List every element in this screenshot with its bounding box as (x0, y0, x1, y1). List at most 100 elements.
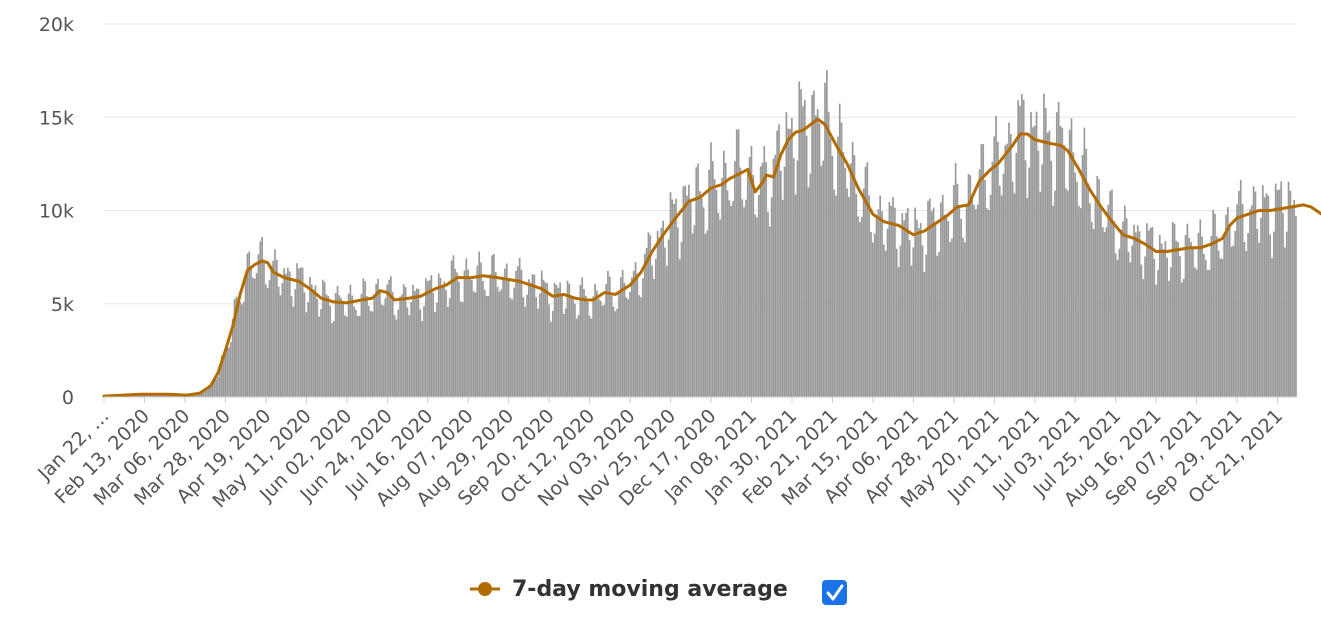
daily-bar (1089, 203, 1091, 397)
daily-bar (450, 260, 453, 397)
daily-bar (1070, 118, 1073, 397)
daily-bar (1044, 108, 1047, 398)
daily-bar (1212, 210, 1214, 397)
daily-bar (1227, 207, 1229, 397)
daily-bar (601, 305, 604, 397)
daily-bar (351, 295, 354, 397)
daily-bar (991, 161, 994, 397)
daily-bar (669, 192, 672, 397)
daily-bar (848, 196, 850, 397)
daily-bar (561, 295, 563, 397)
daily-bar (204, 390, 206, 397)
daily-bar (936, 255, 939, 397)
daily-bar (1101, 227, 1104, 397)
daily-bar (941, 194, 944, 397)
daily-bar (822, 160, 825, 397)
daily-bar (511, 299, 514, 397)
daily-bar (402, 284, 405, 397)
daily-bar (605, 284, 607, 397)
daily-bar (772, 158, 775, 397)
daily-bar (872, 242, 874, 397)
daily-bar (594, 283, 596, 397)
daily-bar (217, 376, 219, 397)
daily-bar (1278, 189, 1281, 397)
daily-bar (426, 281, 429, 397)
daily-bar (585, 295, 587, 397)
daily-bar (1129, 262, 1132, 397)
daily-bar (480, 262, 482, 397)
daily-bar (207, 385, 210, 397)
daily-bar (1261, 185, 1264, 397)
daily-bar (1153, 258, 1156, 397)
daily-bar (279, 295, 282, 397)
daily-bar (264, 284, 267, 397)
daily-bar (691, 233, 694, 397)
daily-bar (787, 128, 790, 397)
daily-bar (634, 261, 637, 397)
daily-bar (1030, 111, 1032, 397)
daily-bar (1175, 240, 1178, 397)
daily-bar (717, 212, 720, 397)
daily-bar (638, 295, 641, 397)
daily-bar (1166, 257, 1169, 397)
daily-bar (248, 251, 251, 397)
daily-bar (643, 254, 646, 397)
daily-bar (653, 278, 655, 397)
daily-bar (397, 309, 400, 397)
daily-bar (986, 208, 988, 397)
legend-label[interactable]: 7-day moving average (512, 577, 788, 602)
legend-checkbox[interactable] (822, 580, 847, 605)
daily-bar (1155, 284, 1157, 397)
daily-bar (1116, 260, 1119, 397)
moving-average-line-group (102, 117, 1321, 398)
daily-bar (202, 392, 205, 397)
daily-bar (230, 341, 232, 397)
daily-bar (583, 289, 585, 397)
daily-bar (780, 170, 782, 397)
daily-bar (550, 321, 552, 397)
daily-bar (443, 281, 446, 397)
daily-bar (412, 284, 414, 397)
daily-bar (344, 315, 346, 397)
daily-bar (956, 183, 959, 397)
daily-bar (923, 272, 926, 397)
daily-bar (857, 216, 859, 397)
daily-bar (1276, 190, 1279, 397)
daily-bar (439, 277, 442, 397)
daily-bar (553, 282, 556, 397)
daily-bar (395, 319, 398, 397)
daily-bar (1059, 125, 1062, 397)
daily-bar (483, 289, 486, 397)
daily-bar (884, 250, 887, 397)
daily-bar (196, 393, 199, 397)
daily-bar (1173, 223, 1176, 397)
legend[interactable]: 7-day moving average (470, 577, 847, 605)
daily-bar (1267, 195, 1270, 397)
daily-bar (1206, 270, 1209, 397)
daily-bar (599, 300, 602, 397)
checkmark-icon (826, 584, 844, 601)
daily-bar (781, 199, 784, 397)
daily-bar (1232, 245, 1235, 397)
daily-bar (1282, 212, 1284, 397)
daily-bar (759, 166, 762, 397)
daily-bar (895, 248, 898, 397)
daily-bar (410, 301, 412, 397)
daily-bar (356, 316, 359, 397)
daily-bar (546, 283, 549, 397)
daily-bar (734, 160, 736, 397)
daily-bar (919, 223, 922, 397)
daily-bar (689, 200, 692, 397)
daily-bar (899, 245, 902, 397)
daily-bar (577, 315, 580, 397)
daily-bar (1136, 225, 1139, 397)
daily-bar (1181, 282, 1183, 397)
daily-bar (702, 207, 705, 397)
daily-bar (436, 302, 438, 397)
daily-bar (432, 292, 435, 397)
daily-bar (292, 306, 295, 397)
daily-bar (1184, 235, 1187, 397)
daily-bar (1000, 195, 1003, 397)
